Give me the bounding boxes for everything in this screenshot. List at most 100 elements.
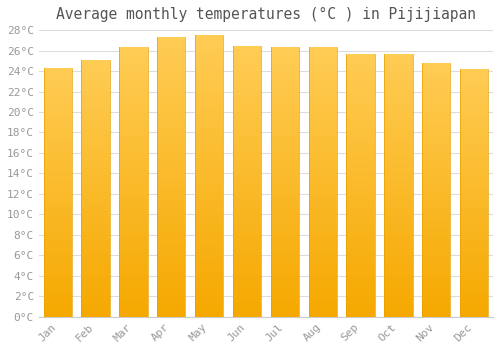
Bar [422,139,450,141]
Bar [82,119,110,121]
Bar [233,174,261,176]
Bar [82,68,110,70]
Bar [346,306,375,309]
Bar [460,309,488,312]
Bar [233,84,261,87]
Bar [270,282,299,285]
Bar [460,213,488,215]
Bar [384,156,412,159]
Bar [44,267,72,270]
Bar [346,230,375,233]
Bar [384,122,412,125]
Bar [308,309,337,312]
Bar [460,190,488,193]
Bar [460,255,488,257]
Bar [460,289,488,292]
Bar [44,145,72,148]
Bar [44,148,72,150]
Bar [422,200,450,203]
Bar [119,279,148,282]
Bar [384,277,412,280]
Bar [346,185,375,188]
Bar [157,124,186,127]
Bar [157,141,186,144]
Bar [346,172,375,175]
Bar [422,98,450,101]
Bar [119,266,148,268]
Bar [195,122,224,125]
Bar [82,291,110,294]
Bar [157,174,186,177]
Bar [422,136,450,139]
Bar [44,130,72,133]
Bar [346,238,375,240]
Bar [157,93,186,96]
Bar [308,61,337,64]
Bar [308,120,337,123]
Bar [270,158,299,161]
Bar [44,280,72,282]
Bar [119,188,148,190]
Bar [270,107,299,110]
Bar [233,276,261,279]
Bar [195,297,224,300]
Bar [44,93,72,95]
Bar [233,152,261,155]
Bar [233,127,261,130]
Bar [233,306,261,309]
Bar [422,284,450,286]
Bar [460,247,488,250]
Bar [82,232,110,234]
Bar [346,98,375,101]
Bar [346,59,375,62]
Bar [233,254,261,257]
Bar [422,114,450,116]
Bar [44,274,72,277]
Bar [233,176,261,179]
Bar [308,266,337,268]
Bar [270,128,299,131]
Bar [44,297,72,299]
Bar [422,258,450,261]
Bar [346,112,375,114]
Bar [460,218,488,220]
Bar [460,195,488,198]
Bar [460,272,488,275]
Bar [308,174,337,177]
Bar [233,214,261,217]
Bar [195,72,224,75]
Bar [460,186,488,188]
Bar [119,58,148,61]
Bar [44,230,72,232]
Bar [157,278,186,280]
Bar [422,279,450,281]
Bar [422,286,450,289]
Bar [119,80,148,83]
Bar [82,104,110,106]
Bar [233,279,261,282]
Bar [233,201,261,203]
Bar [119,64,148,66]
Bar [119,147,148,150]
Bar [119,88,148,91]
Bar [119,255,148,258]
Bar [44,165,72,168]
Bar [422,111,450,114]
Bar [195,136,224,139]
Bar [119,166,148,169]
Bar [82,245,110,247]
Bar [157,149,186,152]
Bar [119,314,148,317]
Bar [44,140,72,142]
Bar [233,187,261,190]
Bar [195,235,224,238]
Bar [233,246,261,249]
Bar [233,257,261,260]
Bar [308,196,337,198]
Bar [346,288,375,290]
Bar [346,272,375,275]
Bar [460,151,488,153]
Bar [119,225,148,228]
Bar [308,107,337,110]
Bar [82,98,110,101]
